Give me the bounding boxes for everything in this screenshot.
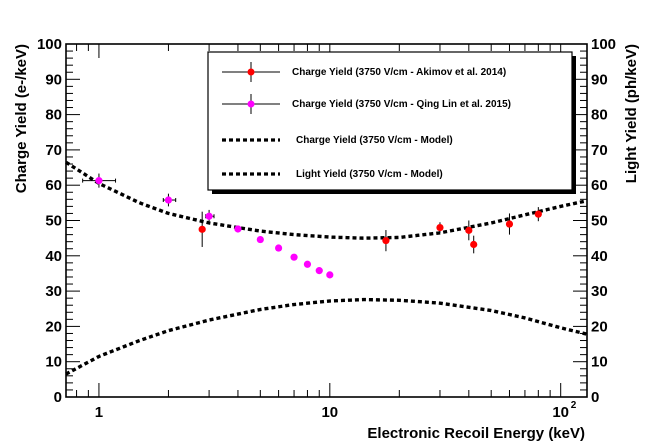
model-curves <box>65 160 588 376</box>
y-tick-label: 80 <box>45 107 62 124</box>
legend: Charge Yield (3750 V/cm - Akimov et al. … <box>207 51 576 194</box>
qinglin-marker <box>205 212 213 220</box>
legend-light-model-label: Light Yield (3750 V/cm - Model) <box>296 169 443 180</box>
y2-tick-label: 20 <box>591 318 608 335</box>
qinglin-marker <box>290 253 298 261</box>
y-tick-label: 50 <box>45 213 62 230</box>
y-tick-label: 40 <box>45 248 62 265</box>
y2-tick-label: 10 <box>591 354 608 371</box>
legend-charge-model-label: Charge Yield (3750 V/cm - Model) <box>296 135 453 146</box>
qinglin-point <box>290 253 298 261</box>
akimov-point <box>470 235 478 254</box>
qinglin-marker <box>256 235 264 244</box>
x-axis-tick-labels: 1 10 10 2 <box>95 400 577 421</box>
y-tick-label: 20 <box>45 318 62 335</box>
x-axis-title: Electronic Recoil Energy (keV) <box>367 425 585 442</box>
akimov-marker <box>382 237 390 245</box>
x-tick-label: 10 <box>321 404 338 421</box>
qinglin-marker <box>315 267 323 275</box>
akimov-marker <box>436 223 444 232</box>
akimov-point <box>505 213 514 235</box>
qinglin-point <box>234 225 242 233</box>
akimov-point <box>534 207 542 222</box>
legend-akimov-label: Charge Yield (3750 V/cm - Akimov et al. … <box>292 67 506 78</box>
y2-tick-label: 60 <box>591 177 608 194</box>
qinglin-point <box>326 271 334 279</box>
akimov-point <box>198 211 206 247</box>
akimov-marker <box>465 226 473 234</box>
y-tick-label: 10 <box>45 354 62 371</box>
charge-model-curve <box>65 160 588 240</box>
legend-box <box>207 51 573 191</box>
qinglin-marker <box>164 196 173 204</box>
akimov-marker <box>534 210 542 218</box>
qinglin-point <box>82 173 117 188</box>
qinglin-point <box>315 267 323 275</box>
y2-tick-label: 80 <box>591 107 608 124</box>
qinglin-point <box>256 235 264 244</box>
y-tick-label: 70 <box>45 142 62 159</box>
axis-ticks <box>66 43 587 398</box>
akimov-point <box>436 222 444 233</box>
legend-qinglin-marker <box>247 100 255 108</box>
y-axis-tick-labels: 0 10 20 30 40 50 60 70 80 90 100 <box>37 36 62 406</box>
legend-entry-akimov: Charge Yield (3750 V/cm - Akimov et al. … <box>222 62 506 82</box>
qinglin-marker <box>95 177 103 185</box>
qinglin-point <box>274 244 283 252</box>
y-axis-title: Charge Yield (e-/keV) <box>13 44 30 193</box>
data-points <box>82 173 542 279</box>
y2-tick-label: 0 <box>591 389 599 406</box>
legend-qinglin-label: Charge Yield (3750 V/cm - Qing Lin et al… <box>292 99 511 110</box>
qinglin-marker <box>303 260 312 268</box>
y2-tick-label: 70 <box>591 142 608 159</box>
qinglin-point <box>303 260 312 268</box>
y-tick-label: 0 <box>54 389 62 406</box>
x-tick-label: 1 <box>95 404 103 421</box>
legend-akimov-marker <box>247 68 255 76</box>
qinglin-marker <box>234 225 242 233</box>
akimov-marker <box>505 220 514 228</box>
y-tick-label: 60 <box>45 177 62 194</box>
akimov-marker <box>198 225 206 233</box>
qinglin-point <box>205 209 215 223</box>
x-tick-label: 10 <box>552 404 569 421</box>
y2-axis-title: Light Yield (ph/keV) <box>623 44 640 183</box>
x-tick-label-exponent: 2 <box>571 400 577 411</box>
legend-entry-qinglin: Charge Yield (3750 V/cm - Qing Lin et al… <box>222 94 511 114</box>
akimov-marker <box>470 240 478 249</box>
y2-tick-label: 90 <box>591 71 608 88</box>
legend-entry-light-model: Light Yield (3750 V/cm - Model) <box>222 169 443 180</box>
y2-tick-label: 100 <box>591 36 616 53</box>
legend-entry-charge-model: Charge Yield (3750 V/cm - Model) <box>222 135 453 146</box>
qinglin-marker <box>326 271 334 279</box>
y2-tick-label: 40 <box>591 248 608 265</box>
akimov-point <box>382 230 390 252</box>
y-tick-label: 30 <box>45 283 62 300</box>
y2-tick-label: 50 <box>591 213 608 230</box>
qinglin-marker <box>274 244 283 252</box>
y2-tick-label: 30 <box>591 283 608 300</box>
y2-axis-tick-labels: 0 10 20 30 40 50 60 70 80 90 100 <box>591 36 616 406</box>
akimov-point <box>465 220 473 241</box>
y-tick-label: 90 <box>45 71 62 88</box>
qinglin-point <box>162 193 177 207</box>
y-tick-label: 100 <box>37 36 62 53</box>
